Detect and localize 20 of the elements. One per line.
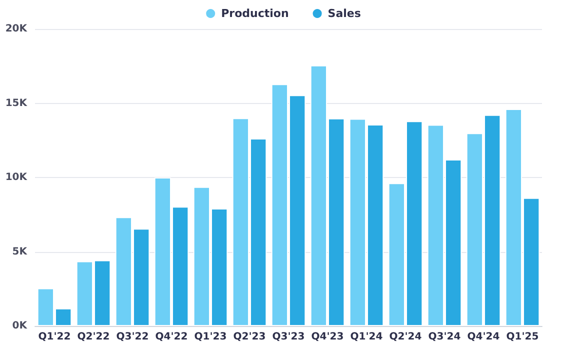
x-tick-label: Q4'24	[467, 332, 500, 342]
y-tick-label: 10K	[5, 172, 28, 183]
x-tick-label: Q3'23	[272, 332, 305, 342]
x-tick-label: Q1'25	[506, 332, 539, 342]
x-tick-label: Q2'23	[233, 332, 266, 342]
y-tick-label: 5K	[12, 246, 28, 258]
x-tick-label: Q1'24	[350, 332, 383, 342]
y-tick-label: 20K	[5, 24, 28, 34]
y-tick-label: 0K	[12, 320, 28, 332]
x-tick-label: Q4'22	[155, 332, 188, 342]
x-tick-label: Q3'22	[116, 332, 149, 342]
x-tick-label: Q2'22	[77, 332, 110, 342]
legend-label: Production	[221, 7, 289, 20]
x-tick-label: Q2'24	[389, 332, 422, 342]
x-tick-label: Q1'23	[194, 332, 227, 342]
legend-label: Sales	[328, 7, 362, 20]
x-tick-label: Q3'24	[428, 332, 461, 342]
x-tick-label: Q1'22	[38, 332, 71, 342]
x-tick-label: Q4'23	[311, 332, 344, 342]
y-tick-label: 15K	[5, 98, 28, 109]
